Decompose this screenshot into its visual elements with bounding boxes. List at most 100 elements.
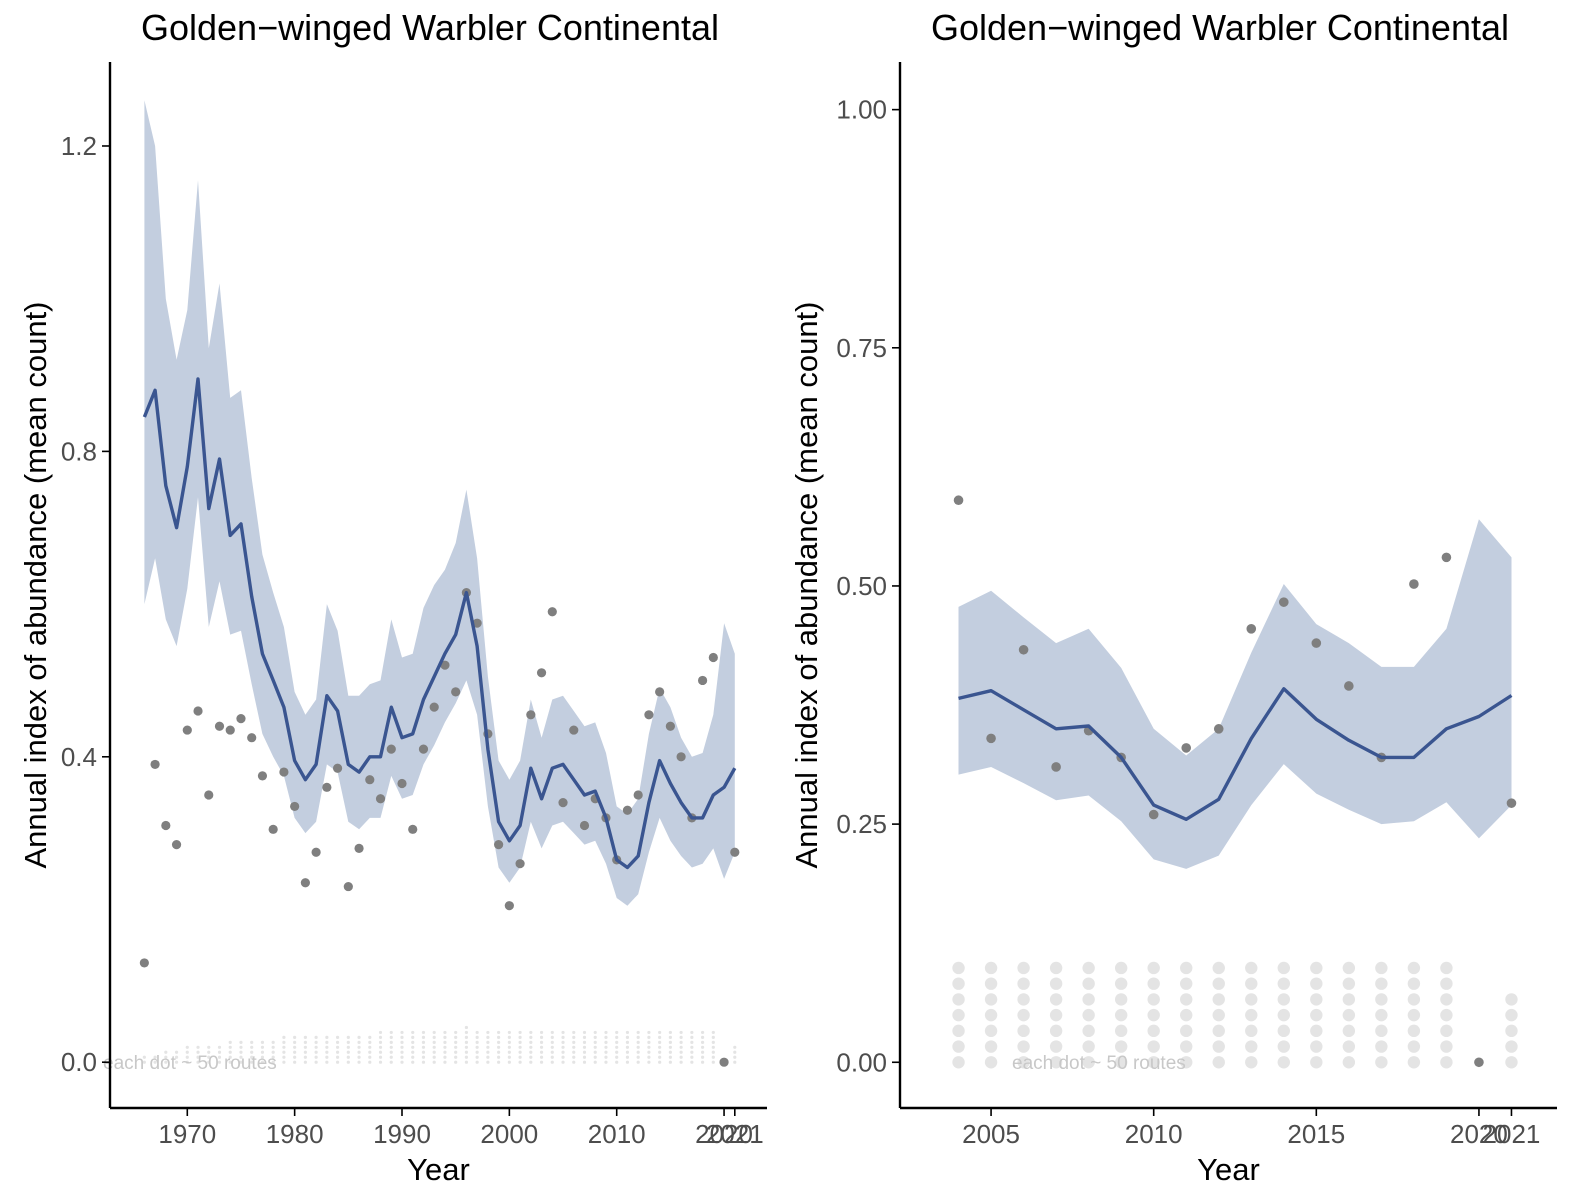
route-dot (700, 1035, 705, 1039)
trend-line (958, 687, 1513, 821)
route-dot (1017, 1040, 1030, 1053)
route-dot (984, 961, 998, 975)
route-dot (1440, 1024, 1453, 1038)
data-point (311, 847, 321, 857)
route-dot (668, 1040, 672, 1044)
route-dot (1277, 993, 1290, 1006)
route-dot (303, 1050, 307, 1054)
route-dot (228, 1040, 232, 1044)
route-dot (239, 1055, 243, 1059)
route-dot (625, 1055, 630, 1059)
route-dot (1114, 977, 1128, 990)
route-dot (389, 1030, 393, 1035)
route-dot (668, 1050, 672, 1054)
route-dot (518, 1055, 522, 1059)
route-dot (303, 1045, 307, 1049)
route-dot (733, 1050, 737, 1054)
route-dot (174, 1060, 179, 1064)
route-dot (615, 1035, 619, 1039)
route-dot (1407, 1040, 1421, 1053)
route-dot (518, 1045, 522, 1049)
route-note: each dot ~ 50 routes (103, 1053, 277, 1074)
route-dot (1245, 993, 1258, 1006)
route-dot (1245, 1008, 1258, 1022)
route-dot (346, 1050, 350, 1054)
route-dot (497, 1060, 501, 1064)
route-dot (1440, 961, 1453, 975)
route-dot (518, 1050, 522, 1054)
route-dot (550, 1040, 554, 1044)
route-dot (250, 1060, 254, 1064)
route-dot (250, 1055, 254, 1059)
route-dot (432, 1035, 436, 1039)
route-dot (952, 977, 965, 990)
route-dot (1082, 1040, 1095, 1053)
route-dot (1049, 993, 1063, 1006)
route-dot (690, 1035, 694, 1039)
route-dot (164, 1050, 168, 1054)
x-tick-label: 2020 (695, 1119, 753, 1149)
route-dot (185, 1055, 189, 1059)
route-dot (1049, 1024, 1063, 1038)
route-dot (357, 1040, 361, 1044)
y-tick-label: 0.75 (836, 333, 887, 363)
route-dot (561, 1040, 565, 1044)
route-dot (1147, 977, 1160, 990)
route-dot (400, 1050, 404, 1054)
data-point (268, 824, 278, 834)
route-dot (271, 1040, 275, 1044)
route-dot (1375, 1056, 1388, 1069)
route-dot (325, 1060, 329, 1064)
route-dot (647, 1030, 651, 1035)
route-dot (593, 1045, 597, 1049)
route-dot (325, 1045, 329, 1049)
data-point (193, 706, 203, 716)
data-point (1148, 809, 1159, 820)
route-dot (282, 1045, 286, 1049)
route-dot (443, 1060, 447, 1064)
route-dot (464, 1040, 469, 1044)
route-dot (411, 1055, 415, 1059)
route-dot (1277, 961, 1290, 975)
route-dot (1342, 1040, 1356, 1053)
route-dot (378, 1030, 383, 1035)
route-dot (539, 1045, 544, 1049)
route-dot (658, 1060, 662, 1064)
route-dot (658, 1050, 662, 1054)
route-dot (690, 1040, 694, 1044)
route-dot (432, 1030, 436, 1035)
route-dot (572, 1030, 576, 1035)
route-dot (239, 1060, 243, 1064)
data-point (515, 859, 525, 869)
route-dot (604, 1035, 608, 1039)
route-dot (658, 1055, 662, 1059)
route-dot (615, 1050, 619, 1054)
route-dot (443, 1055, 447, 1059)
route-dot (1147, 1008, 1160, 1022)
route-dot (700, 1060, 705, 1064)
route-dot (668, 1030, 672, 1035)
data-point (644, 710, 654, 720)
route-dot (217, 1060, 222, 1064)
route-dot (432, 1045, 436, 1049)
data-point (472, 618, 482, 628)
x-tick-label: 2010 (588, 1119, 646, 1149)
route-dot (1212, 1040, 1225, 1053)
route-dot (679, 1035, 683, 1039)
route-dot (625, 1060, 630, 1064)
y-axis-title: Annual index of abundance (mean count) (789, 301, 824, 868)
route-dot (1017, 993, 1030, 1006)
route-dot (733, 1045, 737, 1049)
route-dot (593, 1050, 597, 1054)
route-dot (464, 1025, 469, 1030)
route-dot (539, 1050, 544, 1054)
route-dot (1017, 1008, 1030, 1022)
x-tick-label: 1990 (373, 1119, 431, 1149)
route-dot (636, 1050, 640, 1054)
route-dot (293, 1035, 297, 1039)
route-dot (486, 1035, 490, 1039)
route-dot (389, 1035, 393, 1039)
data-point (1474, 1057, 1484, 1068)
route-dot (636, 1035, 640, 1039)
route-dot (378, 1060, 383, 1064)
